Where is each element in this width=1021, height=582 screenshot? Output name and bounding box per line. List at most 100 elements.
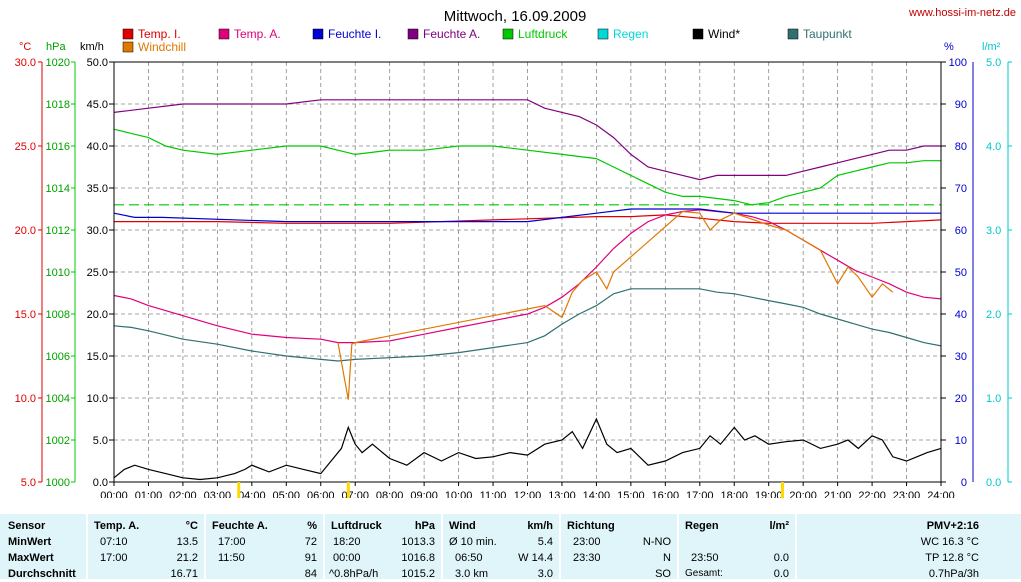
tick-label-celsius: 10.0	[15, 393, 36, 405]
tick-label-kmh: 40.0	[87, 141, 108, 153]
col-richtung: Richtung 23:00 N-NO 23:30 N SO	[561, 514, 677, 580]
tick-label-lm2: 2.0	[986, 309, 1001, 321]
hdr-feuchte: Feuchte A.	[212, 520, 268, 532]
tick-label-lm2: 4.0	[986, 141, 1001, 153]
tick-label-kmh: 0.0	[93, 477, 108, 489]
series-temp-a	[113, 209, 942, 344]
tick-label-kmh: 25.0	[87, 267, 108, 279]
legend-swatch	[122, 28, 134, 40]
series-luftdruck	[113, 128, 941, 206]
tick-label-kmh: 35.0	[87, 183, 108, 195]
legend-swatch	[122, 41, 134, 53]
tick-label-kmh: 30.0	[87, 225, 108, 237]
hdr-richtung: Richtung	[567, 520, 615, 532]
cell-trend: ^0.8hPa/h	[329, 568, 379, 580]
legend-label: Luftdruck	[518, 27, 568, 41]
grid	[114, 62, 941, 482]
tick-label-hpa: 1018	[46, 99, 70, 111]
cell-value: 13.5	[176, 536, 198, 548]
unit-celsius: °C	[19, 41, 31, 53]
cell-time: 11:50	[218, 552, 245, 564]
tick-label-percent: 90	[955, 99, 967, 111]
hdr-temp: Temp. A.	[94, 520, 140, 532]
hdr-sensor: Sensor	[8, 520, 46, 532]
cell-time: 17:00	[100, 552, 128, 564]
tick-label-kmh: 5.0	[93, 435, 108, 447]
unit-lm2: l/m²	[982, 41, 1001, 53]
label-min: MinWert	[8, 536, 52, 548]
weather-chart: Mittwoch, 16.09.2009 www.hossi-im-netz.d…	[12, 7, 1016, 514]
cell-value: W 14.4	[518, 552, 553, 564]
tick-label-percent: 10	[955, 435, 967, 447]
tick-label-celsius: 20.0	[15, 225, 36, 237]
series-feuchte-a	[113, 99, 941, 181]
hdr-druck: Luftdruck	[331, 520, 382, 532]
legend-label: Windchill	[138, 40, 186, 54]
tick-label-hpa: 1012	[46, 225, 70, 237]
legend-swatch	[407, 28, 419, 40]
marker-strip	[0, 498, 1021, 514]
cell-value: 72	[304, 536, 317, 548]
hdr-wind: Wind	[449, 520, 476, 532]
cell-value: SO	[655, 568, 671, 580]
col-sensor: Sensor MinWert MaxWert Durchschnitt	[0, 514, 86, 580]
series-windchill	[337, 210, 894, 400]
tick-label-kmh: 50.0	[87, 57, 108, 69]
cell-value: N	[663, 552, 671, 564]
tick-label-hpa: 1020	[46, 57, 70, 69]
tick-label-percent: 60	[955, 225, 967, 237]
chart-title: Mittwoch, 16.09.2009	[444, 8, 587, 25]
tick-label-percent: 70	[955, 183, 967, 195]
cell-value: 0.0	[773, 568, 789, 580]
legend-label: Feuchte A.	[423, 27, 480, 41]
hdr-druck-unit: hPa	[414, 520, 435, 532]
cell-value: 1013.3	[401, 536, 435, 548]
cell-value: 0.0	[773, 552, 789, 564]
col-separator	[677, 514, 679, 579]
series-feuchte-i	[113, 208, 941, 223]
col-separator	[323, 514, 325, 579]
col-regen: Regen l/m² 23:50 0.0 Gesamt: 0.0	[679, 514, 795, 580]
col-separator	[441, 514, 443, 579]
hdr-regen: Regen	[685, 520, 719, 532]
label-avg: Durchschnitt	[8, 568, 76, 580]
cell-label: Gesamt:	[685, 568, 723, 579]
cell-value: 91	[304, 552, 317, 564]
tick-label-celsius: 30.0	[15, 57, 36, 69]
tick-label-hpa: 1010	[46, 267, 70, 279]
cell-time: 00:00	[333, 552, 361, 564]
legend-label: Temp. A.	[234, 27, 281, 41]
cell-value: 21.2	[176, 552, 198, 564]
legend-label: Feuchte I.	[328, 27, 381, 41]
legend-swatch	[692, 28, 704, 40]
col-feuchte: Feuchte A.% 17:00 72 11:50 91 84	[206, 514, 323, 580]
tick-label-percent: 0	[961, 477, 967, 489]
cell-value: 84	[304, 568, 317, 580]
series	[113, 99, 942, 481]
stats-table: Sensor MinWert MaxWert Durchschnitt Temp…	[0, 514, 1021, 580]
cell-time: 07:10	[100, 536, 128, 548]
legend-swatch	[787, 28, 799, 40]
col-separator	[86, 514, 88, 579]
cell-trend: 0.7hPa/3h	[928, 568, 979, 580]
tick-label-kmh: 45.0	[87, 99, 108, 111]
cell-value: 1016.8	[401, 552, 435, 564]
legend-label: Regen	[613, 27, 648, 41]
tick-label-lm2: 0.0	[986, 477, 1001, 489]
cell-time: 3.0 km	[455, 568, 489, 580]
legend-swatch	[597, 28, 609, 40]
cell-time: 18:20	[333, 536, 361, 548]
tick-label-percent: 40	[955, 309, 967, 321]
site-url[interactable]: www.hossi-im-netz.de	[908, 7, 1016, 19]
col-separator	[795, 514, 797, 579]
cell-time: 23:50	[691, 552, 719, 564]
tick-label-lm2: 1.0	[986, 393, 1001, 405]
tick-label-celsius: 15.0	[15, 309, 36, 321]
tick-label-percent: 80	[955, 141, 967, 153]
tick-label-hpa: 1004	[46, 393, 70, 405]
cell-value: 5.4	[537, 536, 553, 548]
tick-label-kmh: 10.0	[87, 393, 108, 405]
series-wind	[113, 417, 942, 481]
cell-value: N-NO	[642, 536, 671, 548]
col-separator	[559, 514, 561, 579]
